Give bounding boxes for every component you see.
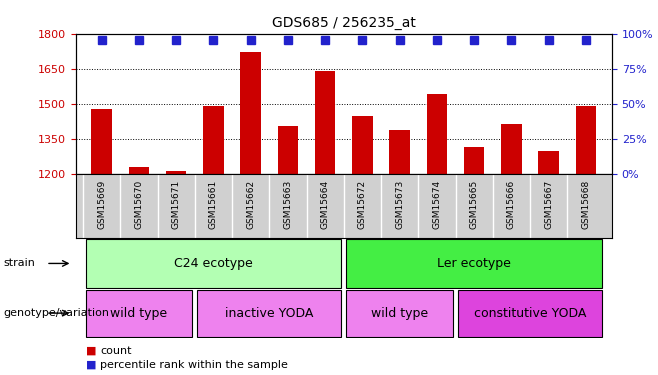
Text: GSM15666: GSM15666 [507, 180, 516, 229]
Bar [390, 130, 410, 174]
Text: GSM15664: GSM15664 [320, 180, 330, 229]
Text: GSM15663: GSM15663 [284, 180, 292, 229]
Text: Ler ecotype: Ler ecotype [437, 257, 511, 270]
Bar [346, 239, 602, 288]
Bar [278, 126, 298, 174]
Text: GSM15674: GSM15674 [432, 180, 442, 229]
Bar [91, 109, 112, 174]
Bar [315, 71, 336, 174]
Text: ■: ■ [86, 360, 96, 369]
Bar [240, 53, 261, 174]
Bar [426, 93, 447, 174]
Text: wild type: wild type [111, 307, 168, 320]
Text: GSM15668: GSM15668 [582, 180, 590, 229]
Text: genotype/variation: genotype/variation [3, 308, 109, 318]
Text: GSM15670: GSM15670 [134, 180, 143, 229]
Text: strain: strain [3, 258, 35, 268]
Bar [86, 239, 342, 288]
Bar [501, 124, 522, 174]
Text: inactive YODA: inactive YODA [225, 307, 313, 320]
Text: C24 ecotype: C24 ecotype [174, 257, 253, 270]
Bar [576, 106, 596, 174]
Bar [352, 116, 372, 174]
Text: GSM15672: GSM15672 [358, 180, 367, 229]
Text: GSM15667: GSM15667 [544, 180, 553, 229]
Text: GSM15662: GSM15662 [246, 180, 255, 229]
Bar [203, 106, 224, 174]
Text: count: count [100, 346, 132, 355]
Bar [166, 171, 186, 174]
Text: constitutive YODA: constitutive YODA [474, 307, 586, 320]
Bar [197, 290, 342, 336]
Bar [464, 147, 484, 174]
Text: GSM15673: GSM15673 [395, 180, 404, 229]
Text: percentile rank within the sample: percentile rank within the sample [100, 360, 288, 369]
Bar [86, 290, 192, 336]
Text: ■: ■ [86, 346, 96, 355]
Text: GSM15671: GSM15671 [172, 180, 181, 229]
Text: wild type: wild type [371, 307, 428, 320]
Text: GSM15665: GSM15665 [470, 180, 478, 229]
Bar [346, 290, 453, 336]
Bar [538, 151, 559, 174]
Text: GSM15669: GSM15669 [97, 180, 106, 229]
Bar [129, 167, 149, 174]
Bar [458, 290, 602, 336]
Text: GSM15661: GSM15661 [209, 180, 218, 229]
Title: GDS685 / 256235_at: GDS685 / 256235_at [272, 16, 416, 30]
